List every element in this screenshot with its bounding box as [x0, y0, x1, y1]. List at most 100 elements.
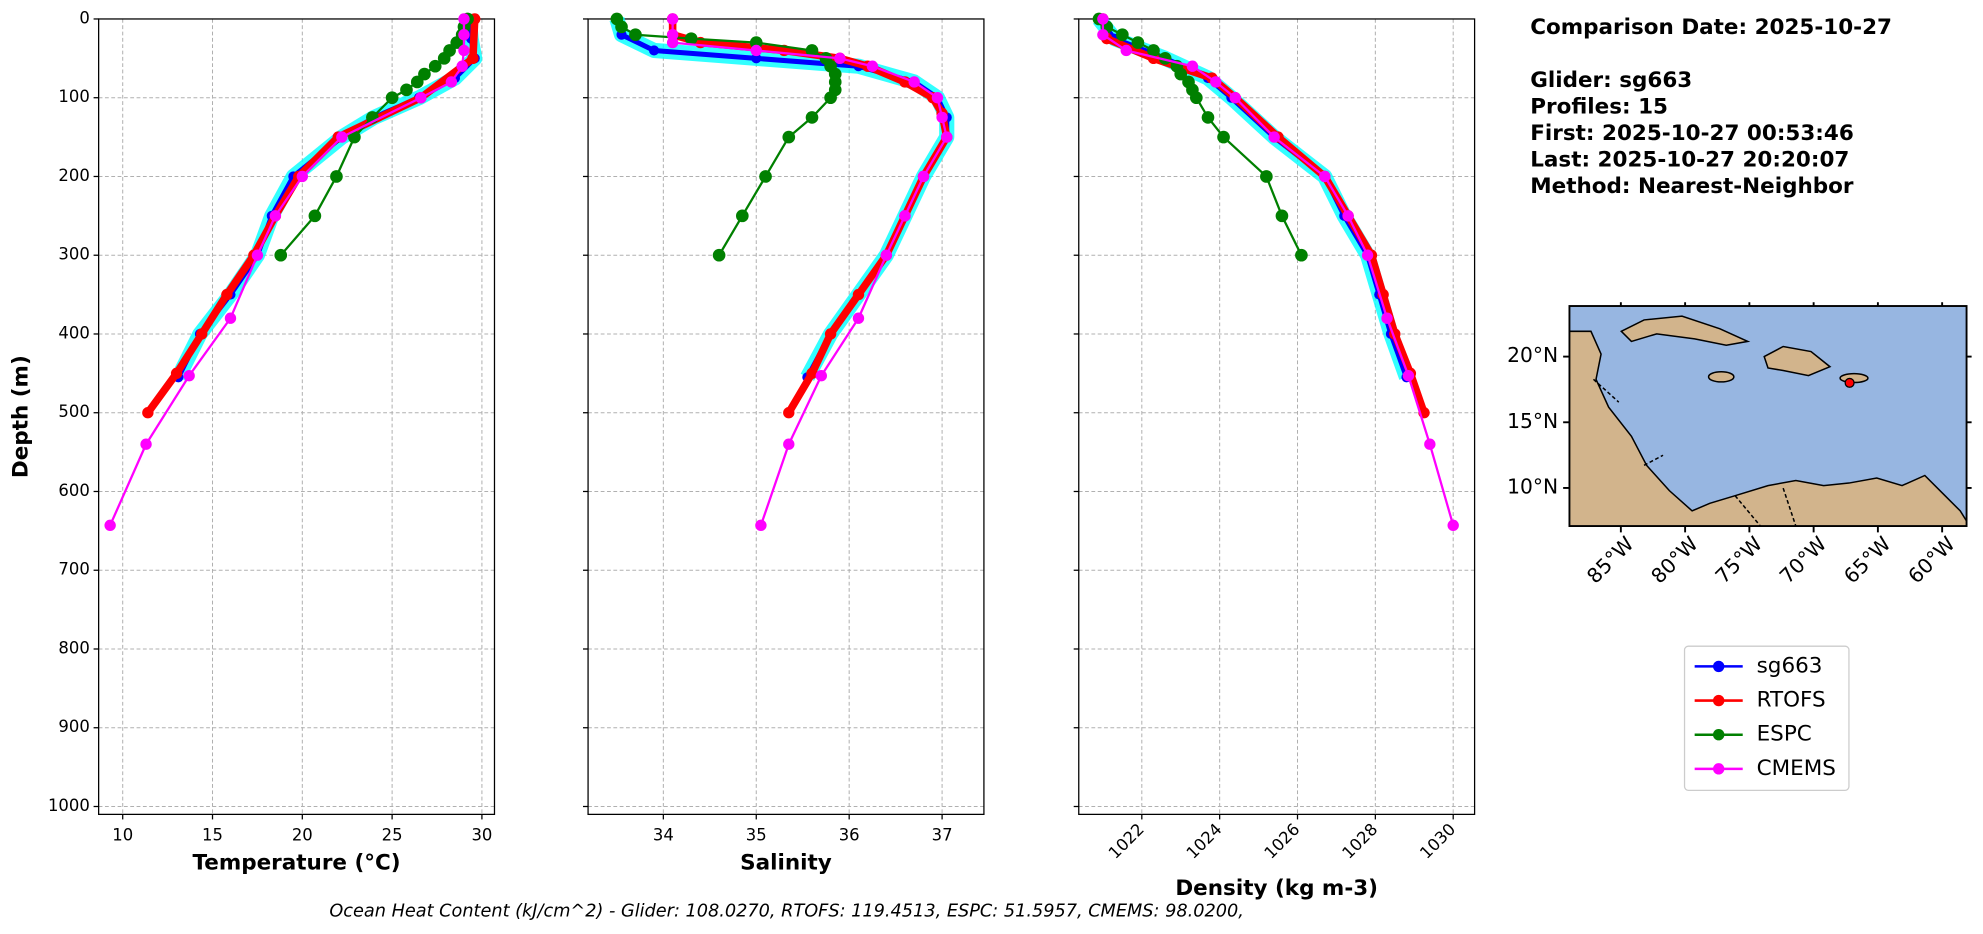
point	[1147, 44, 1160, 57]
point	[783, 407, 795, 419]
point	[140, 438, 152, 450]
point	[931, 92, 944, 104]
x-tick-label: 37	[932, 825, 953, 844]
info-line: First: 2025-10-27 00:53:46	[1530, 121, 1854, 146]
map-y-tick-label: 15°N	[1507, 409, 1558, 433]
point	[1210, 76, 1222, 88]
plot-frame	[1078, 18, 1476, 816]
land	[1569, 330, 1967, 527]
map-frame	[1568, 305, 1968, 528]
point	[1097, 13, 1109, 25]
map-x-tick-label: 60°W	[1903, 532, 1959, 588]
land	[1707, 371, 1735, 383]
map-x-tick-label: 75°W	[1710, 532, 1766, 588]
x-axis-label: Salinity	[740, 851, 832, 876]
point	[750, 44, 762, 57]
point	[806, 367, 818, 380]
x-tick-label: 1024	[1183, 820, 1226, 863]
point	[629, 28, 642, 42]
point	[1229, 92, 1241, 104]
point	[899, 210, 911, 222]
point	[880, 249, 893, 261]
info-line: Last: 2025-10-27 20:20:07	[1530, 148, 1849, 173]
point	[936, 111, 948, 124]
point	[1268, 131, 1280, 143]
plot-frame	[98, 18, 496, 816]
point	[1381, 312, 1393, 324]
point	[648, 45, 660, 56]
point	[1342, 210, 1354, 222]
point	[1424, 438, 1436, 450]
map-y-tick-label: 10°N	[1507, 474, 1558, 498]
point	[336, 131, 348, 143]
point	[196, 328, 208, 340]
point	[415, 92, 427, 104]
point	[458, 29, 470, 41]
y-axis-label: Depth (m)	[8, 355, 33, 478]
profile-spread	[1093, 14, 1414, 380]
legend-marker	[1712, 660, 1725, 673]
profile-spread	[609, 16, 955, 381]
point	[666, 13, 679, 25]
footer: Ocean Heat Content (kJ/cm^2) - Glider: 1…	[329, 902, 1243, 922]
point	[330, 170, 343, 183]
point	[1201, 111, 1215, 124]
x-tick-label: 34	[653, 825, 674, 844]
legend-marker	[1712, 694, 1725, 707]
point	[428, 59, 442, 73]
x-tick-label: 1030	[1416, 820, 1459, 863]
point	[1116, 28, 1129, 42]
point	[1361, 249, 1374, 261]
info-line: Profiles: 15	[1530, 94, 1668, 119]
map-y-tick-label: 20°N	[1507, 343, 1558, 367]
point	[684, 32, 698, 45]
point	[274, 248, 288, 262]
point	[1131, 36, 1145, 49]
point	[824, 91, 837, 105]
point	[1319, 170, 1331, 183]
point	[666, 29, 679, 41]
point	[1097, 29, 1109, 41]
x-tick-label: 10	[112, 825, 133, 844]
point	[666, 36, 679, 49]
point	[296, 170, 309, 183]
x-axis-label: Density (kg m-3)	[1175, 876, 1378, 901]
point	[437, 52, 451, 65]
point	[783, 438, 795, 450]
y-tick-label: 900	[58, 717, 89, 736]
point	[458, 13, 470, 25]
x-tick-label: 30	[471, 825, 492, 844]
legend-marker	[1712, 763, 1725, 775]
y-tick-label: 100	[58, 87, 89, 106]
point	[445, 76, 458, 88]
point	[615, 20, 628, 34]
legend-label: sg663	[1757, 653, 1823, 678]
point	[1295, 248, 1308, 262]
point	[1186, 60, 1199, 72]
info-line: Comparison Date: 2025-10-27	[1530, 15, 1892, 40]
x-tick-label: 1026	[1261, 820, 1304, 863]
land	[1620, 315, 1751, 346]
point	[400, 83, 413, 97]
point	[467, 52, 479, 65]
map-x-tick-label: 65°W	[1839, 532, 1895, 588]
map-x-tick-label: 70°W	[1775, 532, 1831, 588]
x-tick-label: 36	[839, 825, 860, 844]
point	[1120, 44, 1132, 57]
map: 85°W 80°W 75°W 70°W 65°W 60°W 10°N 15°N 20°N	[1507, 302, 1972, 588]
map-x-tick-label: 85°W	[1582, 532, 1638, 588]
point	[805, 44, 819, 57]
y-tick-label: 300	[58, 245, 89, 264]
y-tick-label: 400	[58, 323, 89, 342]
point	[852, 288, 865, 301]
point	[456, 60, 468, 72]
point	[385, 91, 399, 105]
legend-box	[1683, 645, 1850, 791]
point	[1402, 370, 1415, 382]
point	[183, 370, 195, 382]
point	[224, 312, 237, 324]
info-line: Method: Nearest-Neighbor	[1530, 174, 1854, 199]
point	[1189, 91, 1203, 105]
point	[805, 111, 819, 124]
